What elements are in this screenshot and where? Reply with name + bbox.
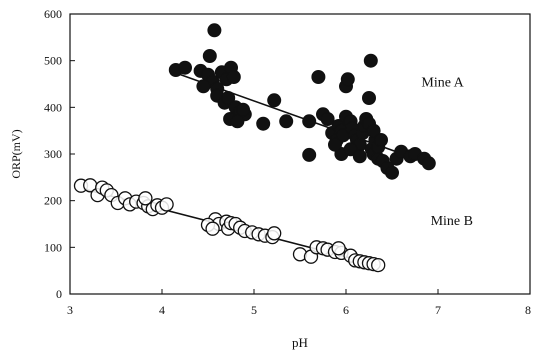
mine-a-point [236,102,250,117]
axes: 3 4 5 6 7 8 0 100 200 300 400 500 600 [44,7,531,317]
mine-a-point [343,142,358,157]
y-tick-label: 500 [44,54,62,68]
mine-a-point [221,91,236,105]
y-tick-label: 200 [44,194,62,208]
mine-a-point [178,60,192,75]
y-tick-label: 100 [44,240,62,254]
mine-a-point [256,116,271,131]
mine-a-point [320,112,335,126]
mine-a-point [311,70,326,84]
mine-b-point [331,241,346,256]
mine-b-point [267,226,282,241]
mine-a-point [374,133,388,147]
mine-a-point [352,149,367,164]
mine-a-point [279,114,294,129]
mine-a-point [421,156,436,171]
mine-a-point [226,70,241,84]
mine-a-point [340,72,355,87]
y-axis-label: ORP(mV) [9,129,23,178]
annotation-mine-b: Mine B [431,214,473,229]
mine-a-point [362,91,376,105]
x-tick-label: 6 [343,303,349,317]
y-tick-label: 0 [56,287,62,301]
x-tick-label: 5 [251,303,257,317]
x-tick-label: 3 [67,303,73,317]
data-points [73,23,436,273]
x-tick-label: 4 [159,303,165,317]
mine-a-point [202,49,217,63]
mine-a-point [230,114,245,129]
mine-a-point [385,165,399,180]
mine-a-point [267,93,282,108]
mine-b-point [159,197,174,212]
x-axis-label: pH [292,335,308,350]
mine-a-point [363,53,378,68]
mine-a-point [196,79,211,94]
mine-a-point [328,137,342,152]
mine-b-point [138,191,153,206]
chart-annotations: Mine A Mine B [421,75,473,229]
y-tick-label: 300 [44,147,62,161]
mine-a-point [366,123,381,138]
mine-b-point [371,257,386,273]
x-tick-label: 8 [525,303,531,317]
mine-a-point [302,147,317,162]
mine-a-point [302,114,317,129]
x-tick-label: 7 [435,303,441,317]
y-tick-label: 400 [44,100,62,114]
y-tick-label: 600 [44,7,62,21]
mine-b-point [205,221,220,236]
annotation-mine-a: Mine A [421,75,464,90]
mine-a-point [207,23,222,38]
